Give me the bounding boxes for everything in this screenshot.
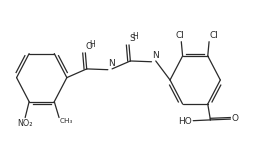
Text: HO: HO bbox=[178, 116, 192, 125]
Text: H: H bbox=[89, 40, 95, 49]
Text: H: H bbox=[133, 32, 139, 41]
Text: Cl: Cl bbox=[210, 31, 219, 40]
Text: N: N bbox=[108, 59, 115, 68]
Text: S: S bbox=[130, 34, 135, 43]
Text: O: O bbox=[86, 42, 93, 51]
Text: NO₂: NO₂ bbox=[17, 119, 33, 128]
Text: O: O bbox=[231, 114, 238, 123]
Text: Cl: Cl bbox=[176, 31, 184, 40]
Text: N: N bbox=[152, 52, 159, 60]
Text: CH₃: CH₃ bbox=[60, 118, 73, 124]
